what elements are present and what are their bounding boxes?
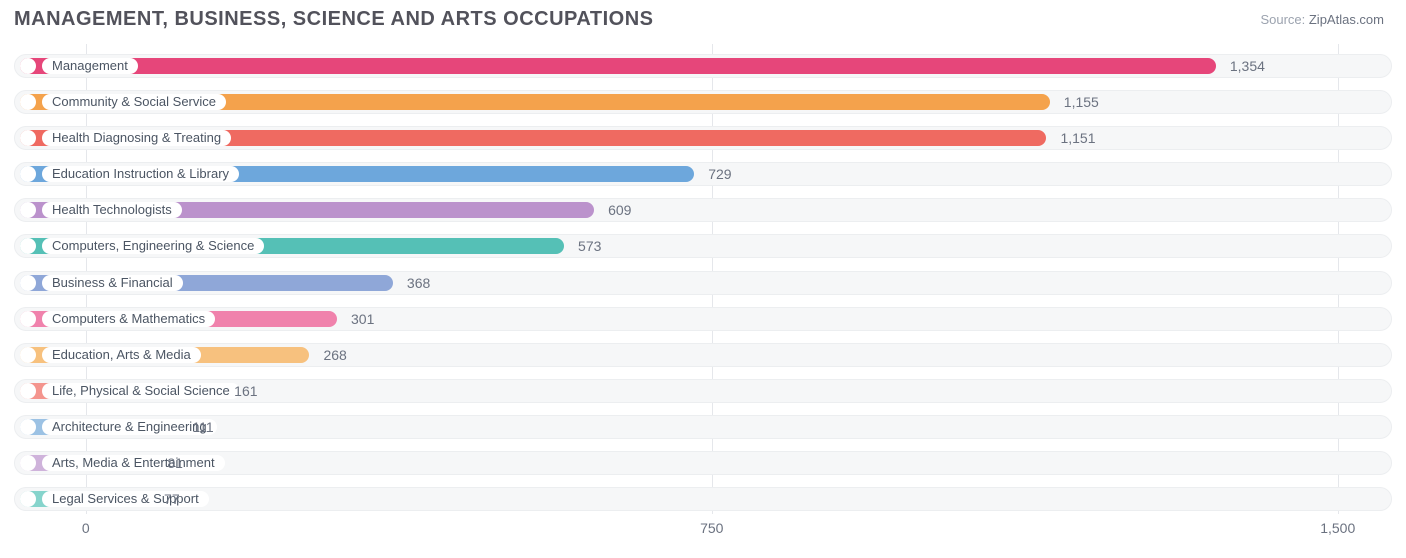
bar-value-label: 368 — [407, 275, 430, 291]
chart-plot: 0 750 1,500 Management 1,354 Community & Soc… — [14, 44, 1392, 544]
bar-value-label: 301 — [351, 311, 374, 327]
bar-category-label: Education, Arts & Media — [42, 347, 201, 363]
bar-cap-left — [20, 311, 36, 327]
bar-row: Computers & Mathematics 301 — [14, 303, 1392, 339]
bar-row: Legal Services & Support77 — [14, 483, 1392, 519]
bar-cap-left — [20, 275, 36, 291]
bar-category-label: Arts, Media & Entertainment — [42, 455, 225, 471]
bar-row: Arts, Media & Entertainment81 — [14, 447, 1392, 483]
bar-track — [14, 487, 1392, 511]
bar-value-label: 1,155 — [1064, 94, 1099, 110]
bar-category-label: Community & Social Service — [42, 94, 226, 110]
bar-category-label: Health Diagnosing & Treating — [42, 130, 231, 146]
bar-value-label: 573 — [578, 238, 601, 254]
source-attribution: Source: ZipAtlas.com — [1260, 12, 1384, 27]
bar-value-label: 111 — [192, 419, 213, 435]
bar-cap-left — [20, 419, 36, 435]
source-prefix: Source: — [1260, 12, 1308, 27]
bar-category-label: Business & Financial — [42, 275, 183, 291]
source-name: ZipAtlas.com — [1309, 12, 1384, 27]
bar-row: Health Diagnosing & Treating 1,151 — [14, 122, 1392, 158]
bar-category-label: Computers & Mathematics — [42, 311, 215, 327]
bar-value-label: 77 — [164, 491, 180, 507]
bar-row: Education, Arts & Media 268 — [14, 339, 1392, 375]
bar-cap-left — [20, 383, 36, 399]
x-axis-tick-label: 0 — [82, 520, 90, 536]
bar-cap-left — [20, 491, 36, 507]
bar-value-label: 161 — [234, 383, 257, 399]
bar-row: Education Instruction & Library 729 — [14, 158, 1392, 194]
bar-cap-left — [20, 94, 36, 110]
chart-title: MANAGEMENT, BUSINESS, SCIENCE AND ARTS O… — [14, 8, 653, 31]
bar-cap-left — [20, 347, 36, 363]
bar — [20, 58, 1216, 74]
x-axis-tick-label: 750 — [700, 520, 723, 536]
bar-category-label: Computers, Engineering & Science — [42, 238, 264, 254]
bar-row: Management 1,354 — [14, 50, 1392, 86]
bar-value-label: 81 — [167, 455, 183, 471]
bar-value-label: 729 — [708, 166, 731, 182]
bar-cap-left — [20, 58, 36, 74]
bar-row: Computers, Engineering & Science 573 — [14, 230, 1392, 266]
bar-cap-left — [20, 455, 36, 471]
bar-category-label: Management — [42, 58, 138, 74]
bar-value-label: 1,354 — [1230, 58, 1265, 74]
bar-category-label: Life, Physical & Social Science — [42, 383, 240, 399]
bar-value-label: 268 — [323, 347, 346, 363]
bar-row: Architecture & Engineering111 — [14, 411, 1392, 447]
bar-value-label: 609 — [608, 202, 631, 218]
bar-row: Life, Physical & Social Science161 — [14, 375, 1392, 411]
bar-value-label: 1,151 — [1060, 130, 1095, 146]
bar-row: Community & Social Service 1,155 — [14, 86, 1392, 122]
bars-container: Management 1,354 Community & Social Servic… — [14, 50, 1392, 519]
bar-track — [14, 415, 1392, 439]
bar-category-label: Health Technologists — [42, 202, 182, 218]
bar-category-label: Architecture & Engineering — [42, 419, 217, 435]
bar-row: Health Technologists 609 — [14, 194, 1392, 230]
bar-row: Business & Financial 368 — [14, 267, 1392, 303]
bar-category-label: Education Instruction & Library — [42, 166, 239, 182]
x-axis-tick-label: 1,500 — [1320, 520, 1355, 536]
bar-category-label: Legal Services & Support — [42, 491, 209, 507]
